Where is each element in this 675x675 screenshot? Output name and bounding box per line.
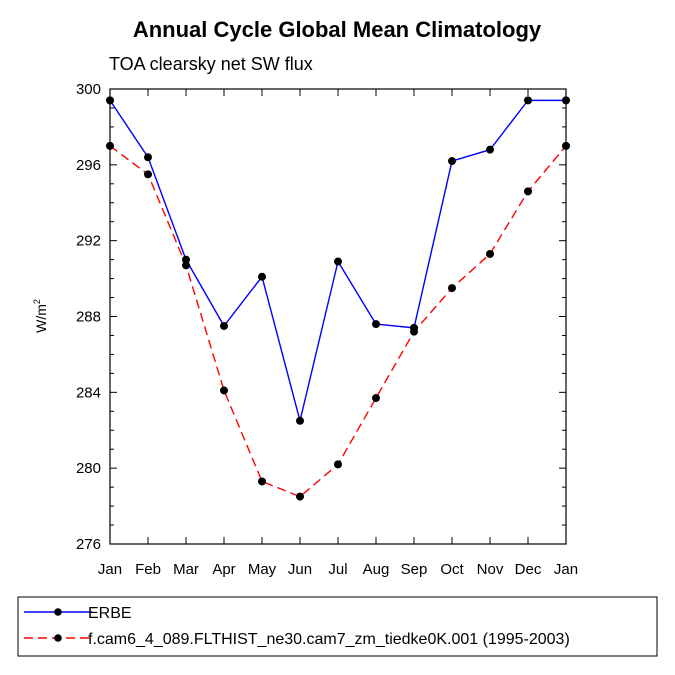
series-layer [106,96,570,501]
y-tick-label: 284 [76,384,101,401]
series-1-point [220,321,228,330]
x-tick-label: Jan [554,561,578,578]
x-tick-label: Feb [135,561,161,578]
series-1-point [372,320,380,329]
x-tick-label: Oct [440,561,464,578]
series-1-point [182,255,190,264]
tick-labels: Jan Feb Mar Apr May Jun Jul Aug Sep Oct Nov Dec Jan 2… [76,81,578,578]
series-1-point [296,416,304,425]
series-2-point [372,394,380,403]
y-axis-label-base: W/m [33,304,49,333]
series-2-point [486,249,494,258]
x-tick-label: Mar [173,561,199,578]
y-tick-label: 288 [76,309,101,326]
x-tick-label: May [248,561,277,578]
y-tick-label: 300 [76,81,101,98]
y-tick-label: 276 [76,536,101,553]
x-tick-label: Sep [401,561,428,578]
axis-ticks [109,88,567,545]
svg-text:W/m2: W/m2 [32,299,49,333]
x-tick-label: Aug [363,561,390,578]
series-2-point [410,327,418,336]
y-axis-label-sup: 2 [32,299,42,304]
series-2-point [144,170,152,179]
y-tick-label: 296 [76,157,101,174]
x-tick-label: Dec [515,561,542,578]
x-tick-label: Jun [288,561,312,578]
series-line-2 [109,145,567,498]
series-2-point [448,284,456,293]
series-2-point [296,492,304,501]
series-1-point [258,272,266,281]
x-tick-label: Jan [98,561,122,578]
series-2-point [334,460,342,469]
legend-label-2: f.cam6_4_089.FLTHIST_ne30.cam7_zm_tiedke… [88,631,570,648]
series-1-point [486,145,494,154]
series-2-point [182,261,190,270]
x-tick-label: Jul [328,561,347,578]
x-tick-label: Nov [477,561,504,578]
legend-label-1: ERBE [88,605,132,622]
legend-entry-2: f.cam6_4_089.FLTHIST_ne30.cam7_zm_tiedke… [24,631,570,648]
series-1-point [334,257,342,266]
series-2-point [258,477,266,486]
series-1-point [144,153,152,162]
legend-box [17,596,658,657]
plot-frame [109,88,567,545]
y-axis-label: W/m2 [32,299,49,333]
legend-entry-1: ERBE [24,605,132,622]
chart-subtitle: TOA clearsky net SW flux [109,54,313,74]
legend-marker-2 [54,634,62,642]
series-2-point [524,187,532,196]
series-2-point [220,386,228,395]
series-1-point [448,157,456,166]
series-1-point [524,96,532,105]
legend-marker-1 [54,608,62,616]
y-tick-label: 280 [76,460,101,477]
y-tick-label: 292 [76,233,101,250]
x-tick-label: Apr [212,561,235,578]
chart-title: Annual Cycle Global Mean Climatology [133,17,542,42]
